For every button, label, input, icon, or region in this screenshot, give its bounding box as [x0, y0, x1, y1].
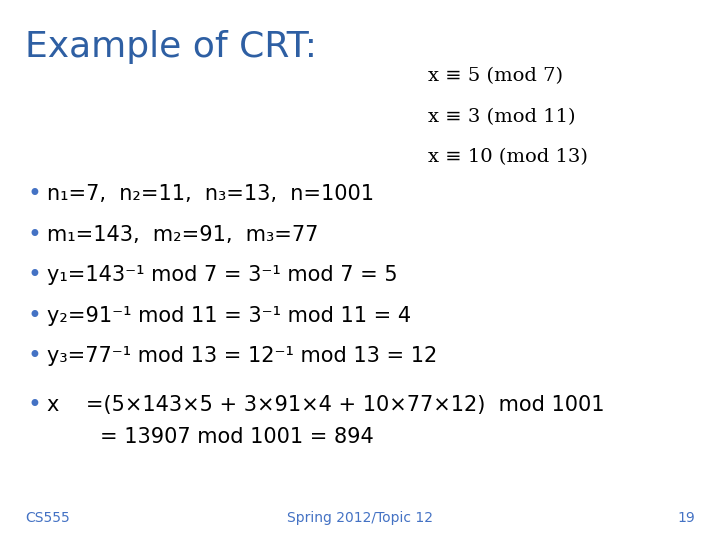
Text: y₁=143⁻¹ mod 7 = 3⁻¹ mod 7 = 5: y₁=143⁻¹ mod 7 = 3⁻¹ mod 7 = 5 [47, 265, 397, 286]
Text: m₁=143,  m₂=91,  m₃=77: m₁=143, m₂=91, m₃=77 [47, 225, 318, 245]
Text: •: • [27, 223, 41, 247]
Text: •: • [27, 345, 41, 368]
Text: y₃=77⁻¹ mod 13 = 12⁻¹ mod 13 = 12: y₃=77⁻¹ mod 13 = 12⁻¹ mod 13 = 12 [47, 346, 437, 367]
Text: Example of CRT:: Example of CRT: [25, 30, 318, 64]
Text: •: • [27, 183, 41, 206]
Text: •: • [27, 264, 41, 287]
Text: x ≡ 10 (mod 13): x ≡ 10 (mod 13) [428, 148, 588, 166]
Text: Spring 2012/Topic 12: Spring 2012/Topic 12 [287, 511, 433, 525]
Text: x    =(5×143×5 + 3×91×4 + 10×77×12)  mod 1001: x =(5×143×5 + 3×91×4 + 10×77×12) mod 100… [47, 395, 604, 415]
Text: n₁=7,  n₂=11,  n₃=13,  n=1001: n₁=7, n₂=11, n₃=13, n=1001 [47, 184, 374, 205]
Text: y₂=91⁻¹ mod 11 = 3⁻¹ mod 11 = 4: y₂=91⁻¹ mod 11 = 3⁻¹ mod 11 = 4 [47, 306, 411, 326]
Text: x ≡ 3 (mod 11): x ≡ 3 (mod 11) [428, 108, 576, 126]
Text: = 13907 mod 1001 = 894: = 13907 mod 1001 = 894 [47, 427, 374, 448]
Text: •: • [27, 304, 41, 328]
Text: CS555: CS555 [25, 511, 70, 525]
Text: 19: 19 [677, 511, 695, 525]
Text: •: • [27, 393, 41, 417]
Text: x ≡ 5 (mod 7): x ≡ 5 (mod 7) [428, 68, 563, 85]
